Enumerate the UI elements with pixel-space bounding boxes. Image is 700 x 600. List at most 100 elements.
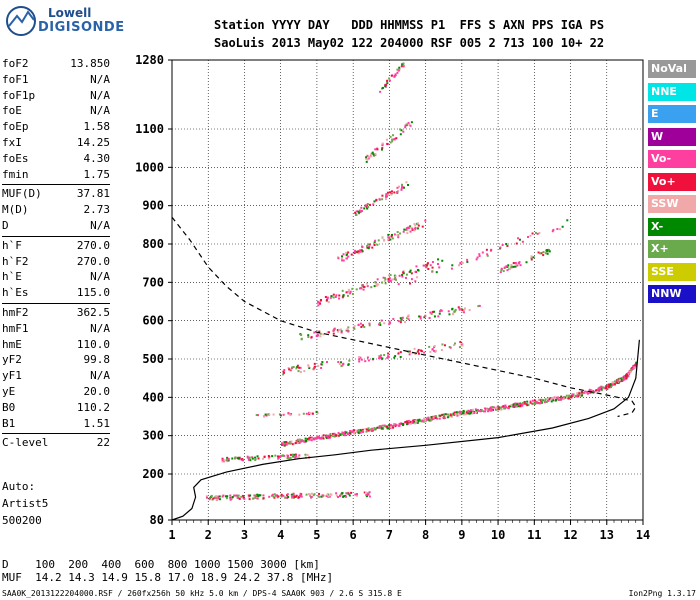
echo-point <box>418 315 421 318</box>
echo-point <box>306 438 309 441</box>
param-name: foEs <box>2 151 29 165</box>
echo-point <box>389 321 392 324</box>
param-separator <box>2 433 110 435</box>
echo-point <box>254 456 257 459</box>
echo-point <box>388 320 391 323</box>
echo-point <box>472 410 475 413</box>
param-row: h`F 270.0 <box>2 238 110 254</box>
echo-point <box>346 328 349 331</box>
echo-point <box>510 263 513 266</box>
echo-point <box>343 433 346 436</box>
echo-point <box>405 227 408 230</box>
echo-point <box>217 495 220 498</box>
echo-point <box>409 270 412 273</box>
echo-point <box>383 277 386 280</box>
echo-point <box>537 251 540 254</box>
echo-point <box>553 396 556 399</box>
echo-point <box>374 281 377 284</box>
echo-point <box>367 493 370 496</box>
echo-point <box>264 413 267 416</box>
echo-point <box>361 284 364 287</box>
echo-point <box>393 356 396 359</box>
echo-point <box>548 250 551 253</box>
echo-point <box>319 335 322 338</box>
echo-point <box>556 397 559 400</box>
echo-point <box>267 457 270 460</box>
echo-point <box>464 413 467 416</box>
echo-point <box>289 453 292 456</box>
echo-point <box>405 123 408 126</box>
echo-point <box>366 428 369 431</box>
echo-point <box>398 422 401 425</box>
echo-point <box>423 417 426 420</box>
echo-point <box>365 430 368 433</box>
echo-point <box>365 160 368 163</box>
echo-point <box>373 154 376 157</box>
param-row: D N/A <box>2 218 110 234</box>
echo-point <box>291 366 294 369</box>
echo-point <box>426 417 429 420</box>
echo-point <box>544 252 547 255</box>
echo-point <box>254 458 257 461</box>
echo-point <box>262 457 265 460</box>
echo-point <box>596 389 599 392</box>
echo-point <box>347 251 350 254</box>
echo-point <box>353 432 356 435</box>
echo-point <box>388 274 391 277</box>
echo-point <box>580 391 583 394</box>
echo-point <box>552 396 555 399</box>
echo-point <box>375 283 378 286</box>
echo-point <box>265 414 268 417</box>
echo-point <box>519 405 522 408</box>
echo-point <box>319 332 322 335</box>
echo-point <box>386 191 389 194</box>
echo-point <box>413 229 416 232</box>
echo-point <box>466 258 469 261</box>
echo-point <box>475 411 478 414</box>
echo-point <box>550 400 553 403</box>
echo-point <box>613 383 616 386</box>
echo-point <box>290 368 293 371</box>
x-tick-label: 14 <box>636 528 650 542</box>
echo-point <box>226 456 229 459</box>
param-row: fxI 14.25 <box>2 135 110 151</box>
echo-point <box>273 496 276 499</box>
echo-point <box>526 400 529 403</box>
echo-point <box>370 153 373 156</box>
echo-point <box>501 243 504 246</box>
echo-point <box>548 398 551 401</box>
echo-point <box>546 248 549 251</box>
echo-point <box>555 398 558 401</box>
echo-point <box>283 444 286 447</box>
echo-point <box>501 405 504 408</box>
echo-point <box>530 258 533 261</box>
echo-point <box>409 420 412 423</box>
echo-point <box>366 246 369 249</box>
echo-point <box>521 240 524 243</box>
param-name: h`F <box>2 238 22 252</box>
echo-point <box>313 365 316 368</box>
echo-point <box>542 251 545 254</box>
header-line-2: SaoLuis 2013 May02 122 204000 RSF 005 2 … <box>214 36 605 50</box>
echo-point <box>605 385 608 388</box>
echo-point <box>546 252 549 255</box>
echo-point <box>341 289 344 292</box>
echo-point <box>347 492 350 495</box>
echo-point <box>630 368 633 371</box>
echo-point <box>481 251 484 254</box>
echo-point <box>441 413 444 416</box>
echo-point <box>321 436 324 439</box>
echo-point <box>297 455 300 458</box>
echo-point <box>544 399 547 402</box>
software-version: Ion2Png 1.3.17 <box>628 589 696 598</box>
echo-point <box>379 323 382 326</box>
echo-point <box>449 414 452 417</box>
echo-point <box>248 456 251 459</box>
param-value: N/A <box>90 321 110 335</box>
param-row: yE 20.0 <box>2 384 110 400</box>
echo-point <box>423 351 426 354</box>
echo-point <box>280 443 283 446</box>
echo-point <box>409 269 412 272</box>
echo-point <box>411 421 414 424</box>
echo-point <box>545 249 548 252</box>
